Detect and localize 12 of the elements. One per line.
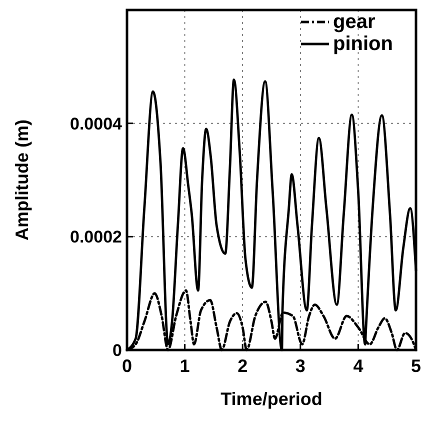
x-tick-label: 3 bbox=[295, 356, 306, 376]
x-axis-title: Time/period bbox=[220, 389, 322, 409]
y-tick-label: 0 bbox=[112, 341, 122, 360]
y-tick-label: 0.0002 bbox=[70, 228, 122, 247]
y-tick-label: 0.0004 bbox=[70, 114, 123, 134]
x-tick-label: 4 bbox=[353, 356, 364, 376]
x-tick-label: 1 bbox=[180, 356, 190, 376]
legend-label: pinion bbox=[333, 33, 393, 55]
y-axis-title: Amplitude (m) bbox=[12, 120, 32, 240]
x-tick-label: 5 bbox=[410, 356, 422, 376]
x-tick-label: 2 bbox=[238, 356, 248, 376]
legend-label: gear bbox=[333, 11, 376, 33]
